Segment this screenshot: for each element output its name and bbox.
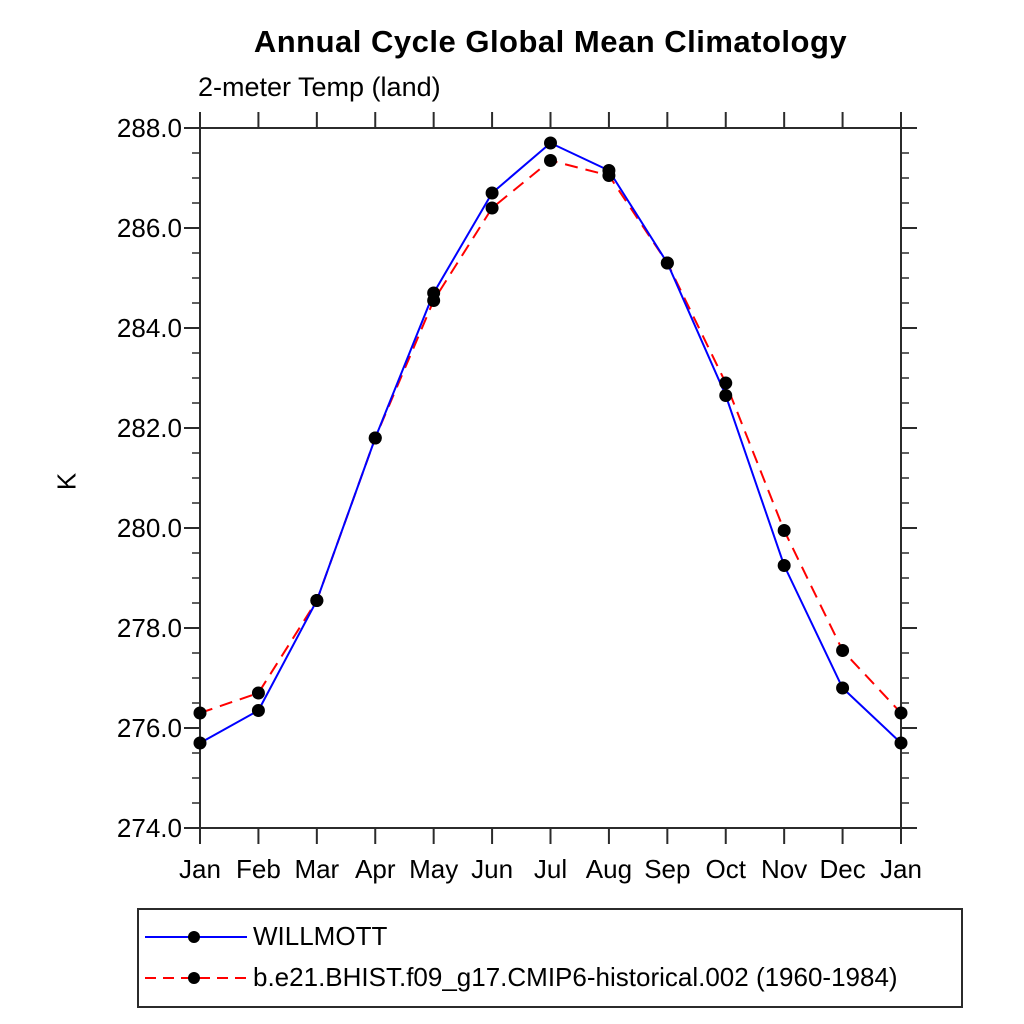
data-point-marker [368, 431, 382, 445]
data-point-marker [251, 686, 265, 700]
x-tick-label: Apr [355, 854, 396, 884]
legend-line-sample [145, 930, 247, 943]
x-tick-label: Dec [819, 854, 865, 884]
data-point-marker [485, 201, 499, 215]
legend-label: b.e21.BHIST.f09_g17.CMIP6-historical.002… [253, 962, 898, 992]
series-line-willmott [199, 141, 902, 744]
y-tick-label: 284.0 [117, 313, 182, 343]
data-point-marker [894, 706, 908, 720]
x-tick-label: Jul [534, 854, 567, 884]
x-tick-label: Jun [471, 854, 513, 884]
x-tick-label: May [409, 854, 458, 884]
x-tick-label: Jan [880, 854, 922, 884]
chart-subtitle: 2-meter Temp (land) [198, 72, 441, 102]
data-point-marker [777, 524, 791, 537]
x-tick-label: Oct [706, 854, 747, 884]
data-point-marker [544, 154, 557, 167]
x-tick-label: Feb [236, 854, 281, 884]
data-point-marker [660, 256, 674, 270]
legend-line-sample [145, 971, 247, 984]
data-point-marker [193, 706, 207, 720]
data-point-marker [836, 644, 850, 657]
data-point-marker [544, 136, 557, 150]
legend: WILLMOTT b.e21.BHIST.f09_g17.CMIP6-histor… [137, 908, 963, 1008]
data-point-marker [427, 294, 441, 307]
data-point-marker [719, 389, 733, 402]
legend-marker-icon [188, 971, 200, 984]
chart-title: Annual Cycle Global Mean Climatology [253, 24, 848, 59]
y-tick-label: 278.0 [117, 613, 182, 643]
y-tick-label: 288.0 [117, 113, 182, 143]
data-point-marker [251, 704, 265, 717]
x-tick-label: Sep [644, 854, 690, 884]
x-tick-label: Aug [586, 854, 632, 884]
legend-marker-icon [188, 930, 200, 943]
data-point-marker [836, 681, 850, 695]
data-point-marker [894, 736, 908, 750]
y-tick-label: 282.0 [117, 413, 182, 443]
x-tick-label: Jan [179, 854, 221, 884]
x-tick-label: Mar [294, 854, 339, 884]
y-tick-label: 274.0 [117, 813, 182, 843]
plot-box [199, 127, 902, 829]
legend-label: WILLMOTT [253, 921, 388, 951]
y-tick-label: 280.0 [117, 513, 182, 543]
x-tick-label: Nov [761, 854, 807, 884]
y-tick-label: 286.0 [117, 213, 182, 243]
data-point-marker [310, 594, 324, 607]
legend-item: b.e21.BHIST.f09_g17.CMIP6-historical.002… [139, 957, 961, 998]
data-point-marker [193, 736, 207, 750]
series-line-model [199, 159, 902, 714]
data-point-marker [777, 559, 791, 572]
data-point-marker [485, 186, 499, 200]
legend-item: WILLMOTT [139, 916, 961, 957]
y-tick-label: 276.0 [117, 713, 182, 743]
data-point-marker [719, 376, 733, 390]
data-point-marker [602, 169, 616, 182]
